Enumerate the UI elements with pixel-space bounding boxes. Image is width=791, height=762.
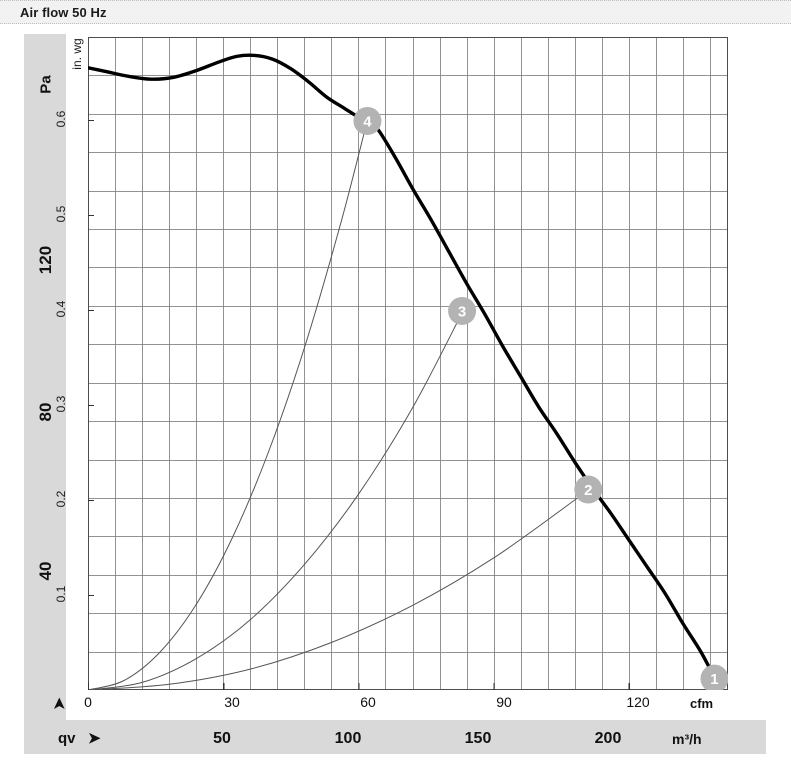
series-1 (88, 119, 368, 690)
plot-area: 1 2 3 4 (88, 37, 728, 690)
svg-text:3: 3 (458, 303, 466, 320)
y-axis-tick-inwg-0.4: 0.4 (54, 300, 68, 318)
svg-text:1: 1 (710, 671, 718, 688)
x-axis-tick-m3h-100: 100 (334, 730, 362, 747)
y-axis-tick-pa-80: 80 (36, 402, 55, 422)
operating-point-marker-1: 1 (700, 664, 728, 690)
svg-text:2: 2 (584, 482, 592, 499)
series-0 (88, 53, 717, 680)
y-axis-unit-inwg: in. wg (70, 38, 84, 70)
operating-point-marker-2: 2 (574, 475, 603, 504)
x-axis-tick-m3h-150: 150 (464, 730, 492, 747)
x-axis-tick-cfm-90: 90 (496, 694, 512, 710)
series-3 (88, 489, 589, 690)
svg-text:4: 4 (363, 113, 372, 130)
series-2 (88, 312, 463, 690)
y-axis-tick-pa-120: 120 (36, 245, 55, 275)
operating-point-marker-4: 4 (353, 106, 382, 135)
header-bar: Air flow 50 Hz (0, 0, 791, 24)
y-axis-tick-inwg-0.2: 0.2 (54, 490, 68, 508)
y-axis-tick-inwg-0.3: 0.3 (54, 395, 68, 413)
x-axis-tick-cfm-0: 0 (84, 694, 92, 710)
x-axis-name-qv: qv (58, 730, 76, 747)
y-axis-tick-inwg-0.1: 0.1 (54, 585, 68, 603)
y-axis-tick-inwg-0.6: 0.6 (54, 110, 68, 128)
x-axis-tick-m3h-50: 50 (213, 730, 231, 747)
bottom-axis-panel (24, 720, 766, 754)
x-axis-tick-m3h-200: 200 (594, 730, 622, 747)
x-axis-unit-m3h: m³/h (672, 731, 702, 747)
y-axis-unit-pa: Pa (37, 75, 55, 94)
plot-svg: 1 2 3 4 (88, 37, 728, 690)
x-axis-unit-cfm: cfm (690, 696, 714, 711)
x-axis-tick-cfm-30: 30 (224, 694, 240, 710)
page-title: Air flow 50 Hz (20, 5, 107, 20)
x-axis-tick-cfm-60: 60 (360, 694, 376, 710)
y-axis-tick-pa-40: 40 (36, 561, 55, 581)
x-axis-arrow-icon: ➤ (88, 730, 101, 747)
operating-point-marker-3: 3 (448, 296, 477, 325)
x-axis-tick-cfm-120: 120 (626, 694, 650, 710)
y-axis-tick-inwg-0.5: 0.5 (54, 205, 68, 223)
left-axis-panel: Pa 120 80 40 ➤ Pfs (24, 34, 68, 753)
